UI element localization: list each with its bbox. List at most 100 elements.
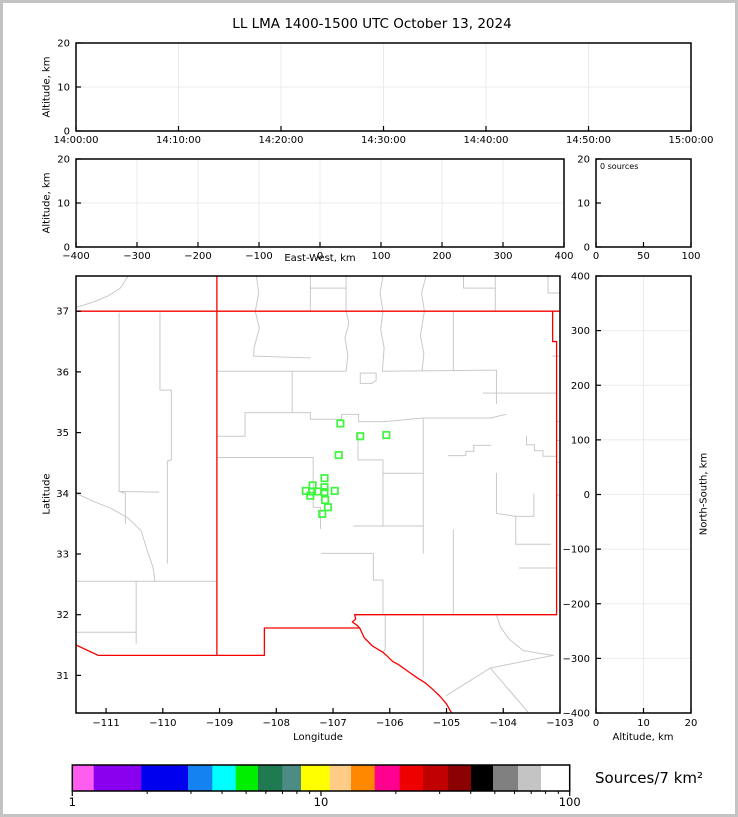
ns-tick-label: 300	[571, 326, 590, 337]
altitude-tick-label: 0	[64, 127, 70, 138]
ew-tick-label: −400	[62, 251, 89, 262]
colorbar-segment	[471, 765, 494, 791]
hist-y-tick-label: 20	[577, 155, 590, 166]
colorbar-segment	[518, 765, 542, 791]
axis-label-north-south: North-South, km	[698, 452, 710, 536]
axis-label-latitude: Latitude	[41, 473, 53, 515]
time-tick-label: 14:40:00	[464, 135, 509, 146]
altitude-tick-label: 10	[57, 83, 70, 94]
lightning-source-markers	[301, 419, 391, 518]
colorbar-segment	[493, 765, 519, 791]
axis-label-altitude-mid: Altitude, km	[41, 172, 53, 234]
time-tick-label: 14:10:00	[156, 135, 201, 146]
ew-tick-label: 100	[371, 251, 390, 262]
ns-tick-label: −300	[563, 654, 590, 665]
longitude-tick-label: −104	[490, 718, 517, 729]
altitude-tick-label: 0	[64, 243, 70, 254]
colorbar-segment	[212, 765, 237, 791]
colorbar-segment	[282, 765, 302, 791]
axis-label-altitude-bottom: Altitude, km	[612, 732, 674, 743]
ns-x-tick-label: 0	[593, 718, 599, 729]
colorbar-segment	[72, 765, 95, 791]
colorbar-tick-label: 100	[559, 795, 581, 809]
ns-tick-label: 200	[571, 381, 590, 392]
altitude-tick-label: 10	[57, 199, 70, 210]
latitude-tick-label: 35	[56, 428, 69, 439]
time-tick-label: 14:00:00	[54, 135, 99, 146]
ew-tick-label: 300	[493, 251, 512, 262]
lightning-source-marker	[334, 450, 343, 460]
latitude-tick-label: 37	[56, 307, 69, 318]
hist-x-tick-label: 0	[593, 251, 599, 262]
colorbar-segment	[141, 765, 189, 791]
lightning-source-marker	[323, 503, 332, 512]
ns-x-tick-label: 10	[637, 718, 650, 729]
east-west-height-panel: −400 −300 −200 −100 0 100 200 300 400 0 10 20	[57, 155, 573, 263]
ew-tick-label: 0	[317, 251, 323, 262]
colorbar-segment	[93, 765, 142, 791]
colorbar-segment	[301, 765, 331, 791]
lightning-source-marker	[321, 495, 330, 505]
colorbar-segment	[329, 765, 352, 791]
longitude-tick-label: −108	[263, 718, 290, 729]
longitude-tick-label: −107	[319, 718, 346, 729]
ew-tick-label: 200	[432, 251, 451, 262]
ew-tick-label: −300	[123, 251, 150, 262]
hist-y-tick-label: 0	[584, 243, 590, 254]
source-count-annotation: 0 sources	[600, 162, 639, 171]
ns-tick-label: 0	[584, 490, 590, 501]
axis-label-longitude: Longitude	[293, 732, 343, 743]
axis-label-east-west: East-West, km	[284, 253, 356, 264]
lightning-source-marker	[336, 419, 345, 428]
latitude-tick-label: 34	[56, 489, 69, 500]
colorbar-segment	[188, 765, 213, 791]
colorbar-segment	[351, 765, 376, 791]
colorbar-segment	[423, 765, 449, 791]
colorbar: 1 10 100	[69, 764, 581, 809]
lightning-source-marker	[318, 509, 327, 518]
lightning-source-marker	[330, 486, 339, 495]
altitude-tick-label: 20	[57, 39, 70, 50]
plan-view-map-panel: −111 −110 −109 −108 −107 −106 −105 −104 −103 31 32…	[56, 275, 574, 729]
map-content	[76, 276, 560, 713]
colorbar-segment	[448, 765, 472, 791]
colorbar-segment	[541, 765, 571, 791]
ns-tick-label: −100	[563, 545, 590, 556]
lightning-source-marker	[356, 432, 365, 441]
ew-tick-label: −100	[245, 251, 272, 262]
page-title: LL LMA 1400-1500 UTC October 13, 2024	[232, 16, 512, 32]
longitude-tick-label: −110	[149, 718, 176, 729]
latitude-tick-label: 36	[56, 367, 69, 378]
longitude-tick-label: −103	[546, 718, 573, 729]
time-tick-label: 14:30:00	[361, 135, 406, 146]
latitude-tick-label: 32	[56, 610, 69, 621]
longitude-tick-label: −106	[376, 718, 403, 729]
colorbar-tick-label: 10	[314, 795, 329, 809]
hist-y-tick-label: 10	[577, 199, 590, 210]
colorbar-segment	[258, 765, 283, 791]
colorbar-segment	[374, 765, 401, 791]
ns-tick-label: 100	[571, 435, 590, 446]
lightning-source-marker	[320, 488, 329, 497]
colorbar-segment	[235, 765, 259, 791]
longitude-tick-label: −109	[206, 718, 233, 729]
longitude-tick-label: −111	[92, 718, 119, 729]
time-tick-label: 14:50:00	[566, 135, 611, 146]
ns-tick-label: −400	[563, 709, 590, 720]
altitude-tick-label: 20	[57, 155, 70, 166]
colorbar-tick-label: 1	[69, 795, 76, 809]
ns-x-tick-label: 20	[685, 718, 698, 729]
ns-tick-label: −200	[563, 599, 590, 610]
hist-x-tick-label: 100	[681, 251, 700, 262]
axis-label-altitude-top: Altitude, km	[41, 56, 53, 118]
colorbar-segment	[399, 765, 424, 791]
longitude-tick-label: −105	[433, 718, 460, 729]
time-tick-label: 14:20:00	[259, 135, 304, 146]
source-histogram-panel: 0 50 100 0 10 20	[577, 155, 700, 263]
colorbar-label: Sources/7 km²	[595, 769, 704, 787]
ew-tick-label: −200	[184, 251, 211, 262]
time-tick-label: 15:00:00	[669, 135, 714, 146]
lightning-source-marker	[320, 474, 329, 483]
